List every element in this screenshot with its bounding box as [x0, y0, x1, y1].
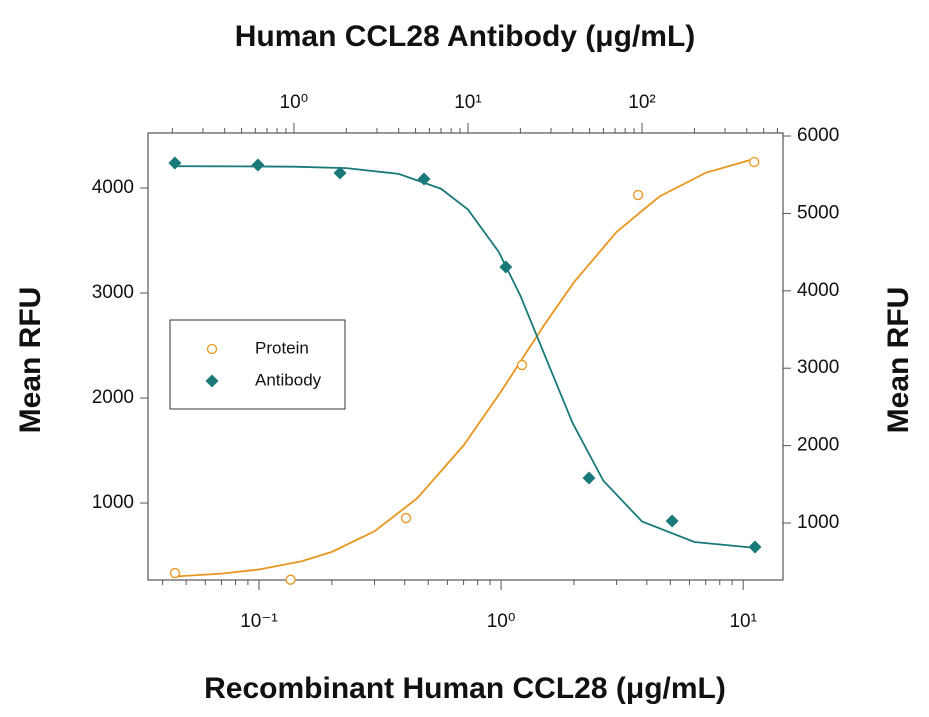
- y2-axis-title: Mean RFU: [882, 287, 915, 434]
- data-point: [251, 158, 265, 172]
- legend-label: Protein: [255, 338, 309, 357]
- data-point: [749, 156, 760, 168]
- y-axis-title: Mean RFU: [14, 287, 47, 434]
- data-point: [748, 540, 762, 554]
- y-tick-label: 4000: [92, 177, 134, 198]
- data-point: [333, 166, 347, 180]
- x-tick-label: 10⁻¹: [240, 611, 278, 632]
- x2-tick-label: 10²: [628, 92, 655, 113]
- fit-curve: [172, 165, 756, 549]
- data-point: [516, 359, 528, 371]
- y2-tick-label: 6000: [797, 125, 839, 146]
- y2-tick-label: 3000: [797, 357, 839, 378]
- fit-curve: [174, 157, 755, 578]
- data-point: [169, 567, 181, 579]
- legend-marker: [206, 343, 218, 355]
- data-point: [400, 512, 412, 524]
- x-tick-label: 10¹: [729, 611, 756, 632]
- legend-box: [169, 319, 346, 410]
- y2-tick-label: 5000: [797, 202, 839, 223]
- plot-frame: [147, 132, 784, 581]
- data-point: [417, 172, 431, 186]
- data-point: [168, 156, 182, 170]
- y-tick-label: 1000: [92, 492, 134, 513]
- y-tick-label: 3000: [92, 282, 134, 303]
- data-point: [582, 471, 596, 485]
- y2-tick-label: 2000: [797, 435, 839, 456]
- top-axis-title: Human CCL28 Antibody (μg/mL): [235, 20, 696, 53]
- y2-tick-label: 1000: [797, 512, 839, 533]
- legend-marker: [205, 374, 219, 388]
- data-point: [285, 574, 296, 585]
- x-tick-label: 10⁰: [487, 611, 516, 632]
- y2-tick-label: 4000: [797, 280, 839, 301]
- legend-label: Antibody: [255, 370, 322, 389]
- y-tick-label: 2000: [92, 387, 134, 408]
- x2-tick-label: 10⁰: [280, 92, 309, 113]
- data-point: [499, 260, 513, 274]
- x-axis-title: Recombinant Human CCL28 (μg/mL): [204, 672, 726, 705]
- data-point: [632, 189, 644, 201]
- x2-tick-label: 10¹: [454, 92, 481, 113]
- data-point: [665, 514, 679, 528]
